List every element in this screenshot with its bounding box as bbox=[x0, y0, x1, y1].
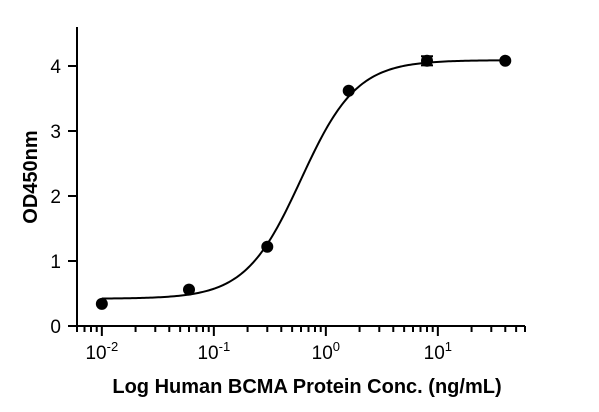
data-points bbox=[95, 54, 512, 310]
y-axis: 0 1 2 3 4 bbox=[50, 27, 78, 338]
y-axis-title: OD450nm bbox=[20, 130, 42, 223]
x-tick-exponent: -2 bbox=[107, 339, 119, 354]
x-tick-base: 10 bbox=[312, 343, 333, 364]
data-point bbox=[420, 54, 433, 67]
x-tick-exponent: 1 bbox=[445, 339, 452, 354]
x-tick-label: 10-1 bbox=[197, 339, 230, 364]
x-axis: 10-2 10-1 100 101 bbox=[76, 325, 526, 364]
data-point bbox=[499, 54, 512, 67]
x-axis-title: Log Human BCMA Protein Conc. (ng/mL) bbox=[112, 376, 501, 398]
y-tick-label: 0 bbox=[50, 317, 61, 338]
data-point bbox=[342, 84, 355, 97]
x-tick-exponent: 0 bbox=[333, 339, 340, 354]
y-tick-label: 3 bbox=[50, 122, 61, 143]
y-tick-label: 2 bbox=[50, 187, 61, 208]
x-tick-label: 100 bbox=[312, 339, 340, 364]
x-tick-label: 101 bbox=[424, 339, 452, 364]
x-tick-label: 10-2 bbox=[85, 339, 118, 364]
data-point bbox=[183, 283, 195, 296]
y-tick-label: 1 bbox=[50, 252, 61, 273]
x-tick-base: 10 bbox=[85, 343, 106, 364]
x-tick-base: 10 bbox=[424, 343, 445, 364]
data-point bbox=[95, 297, 108, 310]
x-tick-base: 10 bbox=[197, 343, 218, 364]
y-tick-label: 4 bbox=[50, 57, 61, 78]
data-point bbox=[261, 240, 274, 253]
x-tick-exponent: -1 bbox=[219, 339, 231, 354]
fit-curve bbox=[101, 59, 506, 300]
